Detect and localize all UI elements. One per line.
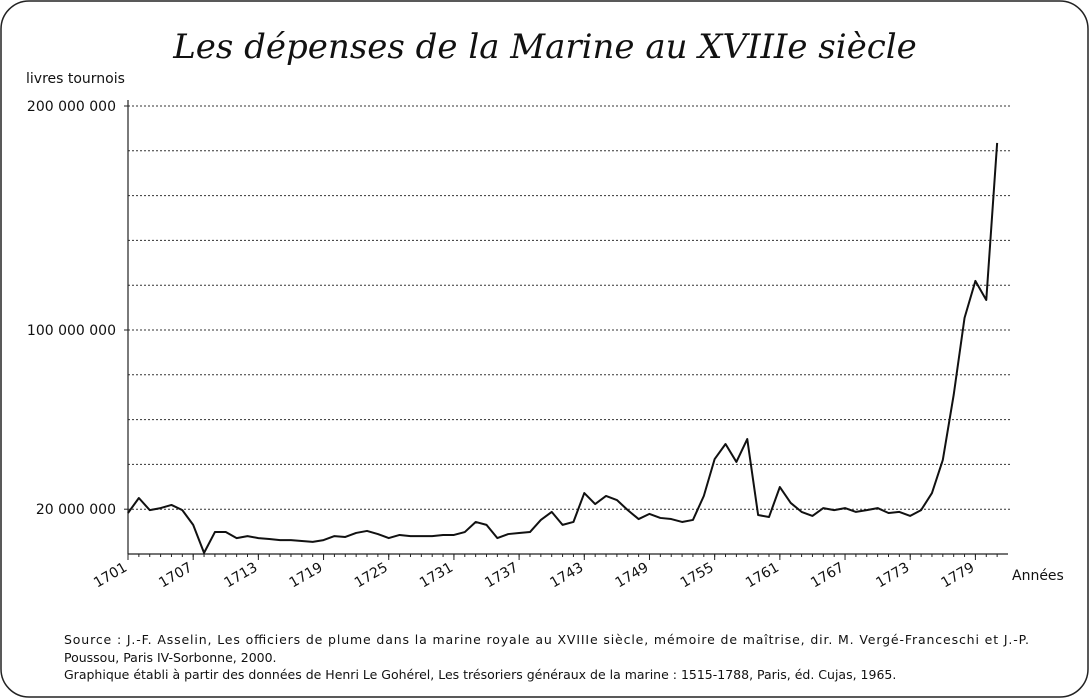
y-tick-label: 200 000 000 [27,99,116,115]
note-line: Poussou, Paris IV-Sorbonne, 2000. [64,650,277,665]
y-axis-label: livres tournois [26,71,125,87]
data-line [127,142,999,554]
x-axis-label: Années [1012,568,1064,584]
note-line: Graphique établi à partir des données de… [64,667,896,682]
y-tick-label: 100 000 000 [27,323,116,339]
note-line: Source : J.-F. Asselin, Les officiers de… [64,632,1029,647]
chart-title: Les dépenses de la Marine au XVIIIe sièc… [172,27,917,67]
y-tick-label: 20 000 000 [36,502,116,518]
